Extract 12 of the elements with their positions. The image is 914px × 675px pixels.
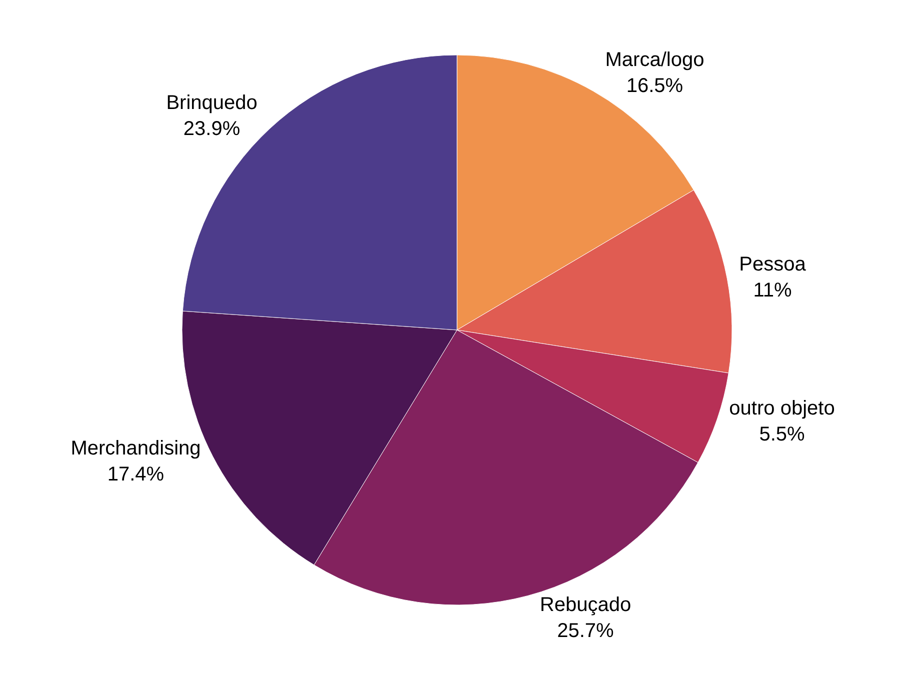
slice-label: Marca/logo bbox=[605, 49, 704, 72]
data-label: 16.5% bbox=[626, 75, 684, 98]
data-label: 11% bbox=[753, 280, 792, 302]
slice-label: outro objeto bbox=[729, 398, 835, 420]
data-label: 23.9% bbox=[183, 118, 240, 140]
slice-label: Rebuçado bbox=[540, 594, 632, 616]
data-label: 17.4% bbox=[107, 463, 164, 486]
slice-label: Brinquedo bbox=[166, 92, 258, 114]
slice-label: Merchandising bbox=[70, 437, 201, 460]
slice-label: Pessoa bbox=[739, 254, 807, 276]
data-label: 5.5% bbox=[759, 424, 805, 446]
data-label: 25.7% bbox=[557, 620, 614, 642]
